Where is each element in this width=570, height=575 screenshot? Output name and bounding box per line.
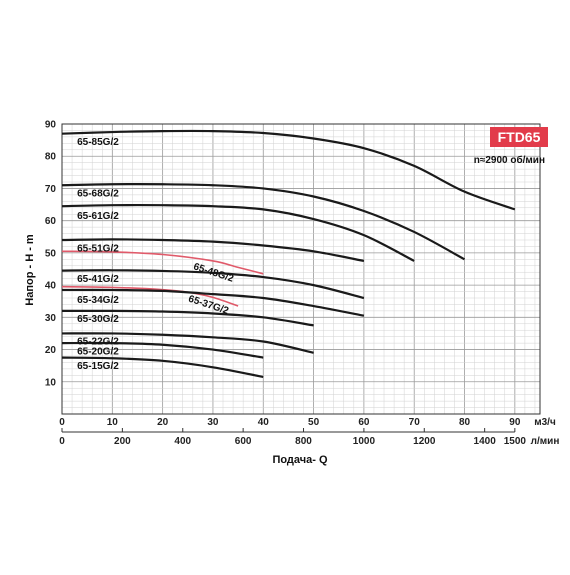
x-tick-label: 90 <box>509 417 521 428</box>
curve-65-41g-2 <box>61 269 365 300</box>
curve-65-51g-2 <box>61 238 365 263</box>
y-tick-label: 50 <box>45 248 57 259</box>
y-tick-label: 70 <box>45 184 57 195</box>
curve-65-22g-2 <box>61 332 314 354</box>
speed-label: n≈2900 об/мин <box>474 154 545 166</box>
x-tick-label: 0 <box>59 417 65 428</box>
x2-tick-label: 1000 <box>353 436 376 447</box>
curve-label: 65-85G/2 <box>77 137 119 148</box>
x-tick-label: 70 <box>409 417 421 428</box>
curve-label: 65-20G/2 <box>77 346 119 357</box>
plot-frame <box>61 123 541 415</box>
curves <box>61 129 516 379</box>
x2-tick-label: 1500 <box>504 436 527 447</box>
x-tick-label: 60 <box>358 417 370 428</box>
y-tick-label: 80 <box>45 152 57 163</box>
x2-tick-label: 0 <box>59 436 65 447</box>
x-tick-label: 50 <box>308 417 320 428</box>
axes: 10 20 30 40 50 60 70 80 90 0 10 20 30 40 50 60 70 80 90 0 20… <box>45 120 527 448</box>
x2-tick-label: 1400 <box>474 436 497 447</box>
curve-65-68g-2 <box>61 183 466 261</box>
x2-tick-label: 1200 <box>413 436 436 447</box>
x-unit-bottom: л/мин <box>531 436 560 447</box>
curve-label: 65-22G/2 <box>77 337 119 348</box>
curve-65-30g-2 <box>61 309 314 327</box>
curve-label: 65-34G/2 <box>77 295 119 306</box>
badge-text: FTD65 <box>498 129 541 145</box>
curve-label: 65-68G/2 <box>77 189 119 200</box>
y-tick-label: 40 <box>45 281 57 292</box>
x2-tick-label: 400 <box>174 436 191 447</box>
x-axis-label: Подача- Q <box>272 454 328 466</box>
curve-label: 65-51G/2 <box>77 243 119 254</box>
badge-box <box>490 127 548 147</box>
y-tick-label: 90 <box>45 120 57 131</box>
x2-tick-label: 200 <box>114 436 131 447</box>
y-axis-label: Напор - H - m <box>24 234 36 306</box>
x-tick-label: 10 <box>107 417 119 428</box>
x-tick-label: 30 <box>207 417 219 428</box>
curve-65-15g-2 <box>61 356 264 379</box>
y-tick-label: 20 <box>45 345 57 356</box>
curve-labels: 65-85G/2 65-68G/2 65-61G/2 65-51G/2 65-41G/2… <box>77 137 235 372</box>
x2-tick-label: 600 <box>235 436 252 447</box>
grid <box>61 123 541 415</box>
curve-label: 65-30G/2 <box>77 314 119 325</box>
curve-label: 65-41G/2 <box>77 274 119 285</box>
curve-label: 65-15G/2 <box>77 361 119 372</box>
curve-65-34g-2 <box>61 288 365 317</box>
y-tick-label: 10 <box>45 377 57 388</box>
x-tick-label: 40 <box>258 417 270 428</box>
curve-65-20g-2 <box>61 341 264 359</box>
x-tick-label: 80 <box>459 417 471 428</box>
y-tick-label: 30 <box>45 313 57 324</box>
curve-65-61g-2 <box>61 203 415 262</box>
x-unit-top: м3/ч <box>534 417 556 428</box>
x-tick-label: 20 <box>157 417 169 428</box>
y-tick-label: 60 <box>45 216 57 227</box>
curve-label: 65-61G/2 <box>77 211 119 222</box>
curve-65-48g-2 <box>61 250 264 275</box>
x2-tick-label: 800 <box>295 436 312 447</box>
curve-65-85g-2 <box>61 129 516 211</box>
